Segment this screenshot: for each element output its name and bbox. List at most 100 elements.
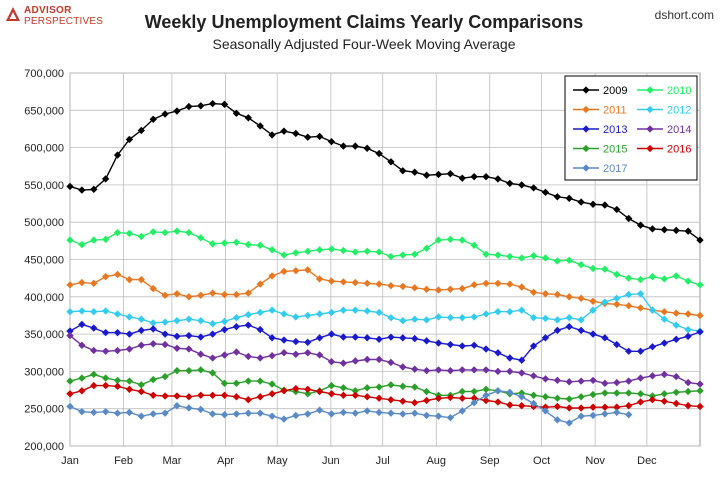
data-point <box>185 293 193 301</box>
data-point <box>411 334 419 343</box>
data-point <box>518 283 526 291</box>
x-tick-label: Mar <box>162 455 181 467</box>
data-point <box>696 311 704 320</box>
data-point <box>185 228 193 237</box>
data-point <box>113 382 122 391</box>
data-point <box>577 316 585 324</box>
data-point <box>458 174 466 182</box>
data-point <box>375 394 383 402</box>
data-point <box>624 389 633 397</box>
data-point <box>648 392 657 400</box>
data-point <box>387 358 395 367</box>
data-point <box>197 391 205 399</box>
y-tick-label: 700,000 <box>24 68 64 80</box>
data-point <box>565 293 573 301</box>
data-point <box>256 377 264 385</box>
data-point <box>672 399 680 408</box>
data-point <box>624 274 633 282</box>
data-point <box>434 313 443 321</box>
data-point <box>304 390 312 398</box>
data-point <box>244 311 252 319</box>
data-point <box>363 407 371 415</box>
data-point <box>684 378 692 387</box>
data-point <box>292 129 300 138</box>
advisor-perspectives-logo: ADVISOR PERSPECTIVES <box>6 4 106 32</box>
data-point <box>149 410 157 418</box>
data-point <box>589 376 597 385</box>
data-point <box>684 325 692 334</box>
data-point <box>506 252 514 261</box>
data-point <box>399 334 407 342</box>
data-point <box>672 388 680 396</box>
data-point <box>113 228 122 237</box>
data-point <box>553 376 562 385</box>
data-point <box>78 240 86 249</box>
data-point <box>660 397 668 405</box>
data-point <box>173 290 181 298</box>
data-point <box>458 366 466 374</box>
data-point <box>220 411 229 419</box>
data-point <box>244 240 252 249</box>
data-point <box>553 257 562 265</box>
data-point <box>399 251 407 259</box>
data-point <box>672 309 680 317</box>
data-point <box>411 399 419 407</box>
data-point <box>446 170 455 178</box>
data-point <box>351 278 359 287</box>
data-point <box>292 384 300 393</box>
data-point <box>113 376 122 385</box>
data-point <box>458 284 466 293</box>
data-point <box>541 290 550 298</box>
data-point <box>494 279 502 288</box>
data-point <box>125 377 134 385</box>
data-point <box>78 186 86 194</box>
data-point <box>256 280 264 288</box>
data-point <box>232 348 241 356</box>
data-point <box>601 201 609 209</box>
data-point <box>470 387 478 396</box>
data-point <box>339 408 348 417</box>
data-point <box>422 387 431 396</box>
x-tick-label: Jul <box>376 455 390 467</box>
data-point <box>232 109 241 117</box>
data-point <box>292 249 300 257</box>
data-point <box>339 333 348 341</box>
data-point <box>304 338 312 347</box>
data-point <box>470 172 478 181</box>
data-point <box>102 272 110 281</box>
data-point <box>137 387 145 396</box>
data-point <box>208 354 217 362</box>
data-point <box>315 387 324 396</box>
data-point <box>232 322 241 331</box>
data-point <box>601 389 609 397</box>
data-point <box>482 366 490 374</box>
data-point <box>577 393 585 401</box>
data-point <box>208 391 217 399</box>
data-point <box>339 359 348 367</box>
data-point <box>185 331 193 340</box>
data-point <box>434 339 443 347</box>
y-tick-label: 350,000 <box>24 329 64 341</box>
data-point <box>494 367 502 376</box>
series-2010 <box>66 227 704 289</box>
data-point <box>66 236 74 244</box>
data-point <box>197 333 205 341</box>
data-point <box>173 227 181 235</box>
data-point <box>256 241 264 249</box>
data-point <box>351 387 359 395</box>
data-point <box>541 334 550 342</box>
y-tick-label: 550,000 <box>24 180 64 192</box>
data-point <box>351 357 359 365</box>
y-tick-label: 200,000 <box>24 441 64 453</box>
data-point <box>636 275 645 284</box>
data-point <box>422 411 431 420</box>
data-point <box>577 294 585 302</box>
data-point <box>470 366 478 374</box>
data-point <box>529 252 538 260</box>
data-point <box>506 401 514 409</box>
data-point <box>339 384 348 392</box>
data-point <box>422 337 431 345</box>
data-point <box>327 137 336 146</box>
y-tick-label: 600,000 <box>24 143 64 155</box>
data-point <box>197 350 205 358</box>
